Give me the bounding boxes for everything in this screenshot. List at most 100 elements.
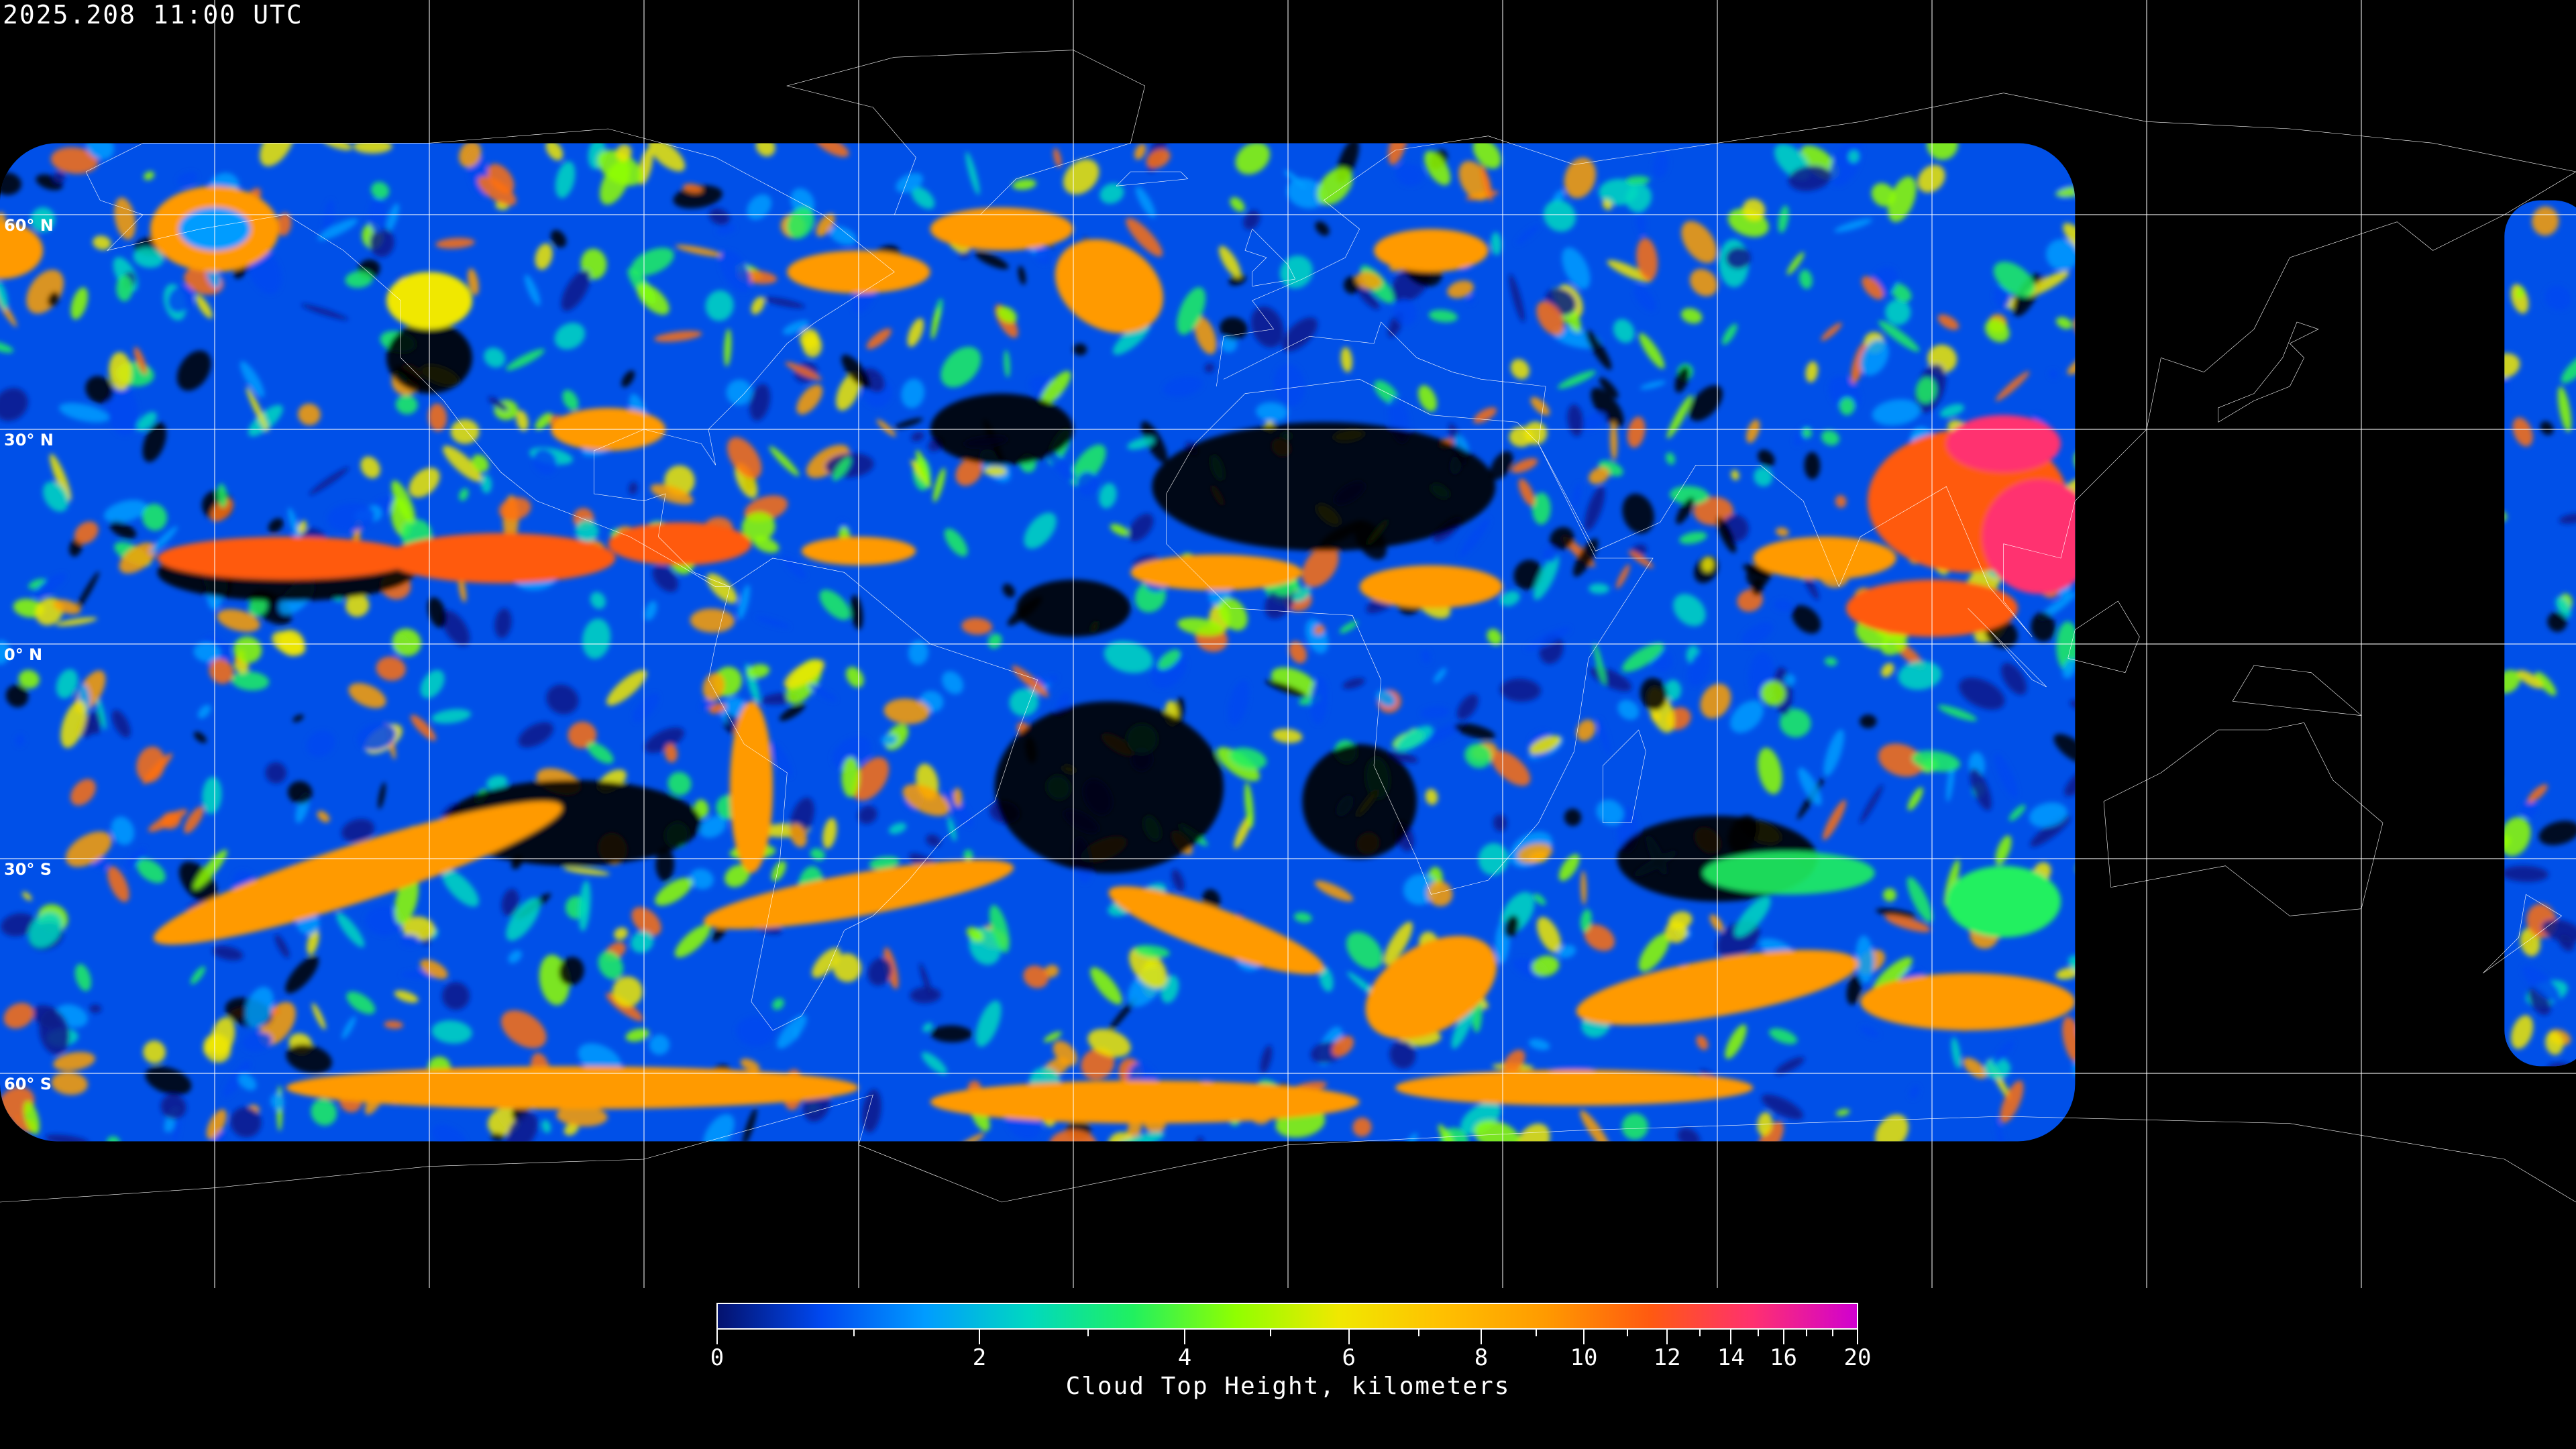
- cloud-patch: [2410, 628, 2443, 647]
- cloud-patch: [1875, 1114, 1909, 1142]
- cloud-patch: [2386, 1135, 2407, 1142]
- cloud-patch: [2512, 417, 2533, 447]
- cloud-patch: [15, 733, 25, 747]
- cloud-patch: [2292, 341, 2324, 364]
- cloud-patch: [142, 503, 168, 531]
- cloud-patch: [1593, 643, 1606, 686]
- cloud-patch: [1677, 1128, 1701, 1142]
- cloud-patch: [286, 1066, 859, 1110]
- cloud-patch: [402, 916, 435, 941]
- cloud-patch: [2409, 444, 2425, 460]
- cloud-patch: [829, 226, 857, 246]
- cloud-patch: [1108, 997, 1137, 1032]
- cloud-patch: [1937, 314, 1960, 330]
- cloud-patch: [1529, 735, 1561, 755]
- colorbar-tick-label: 2: [972, 1344, 987, 1371]
- cloud-patch: [327, 503, 375, 532]
- cloud-patch: [1909, 1085, 1920, 1099]
- cloud-patch: [0, 640, 11, 665]
- cloud-patch: [2445, 580, 2475, 612]
- cloud-patch: [1696, 1035, 1709, 1051]
- cloud-patch: [819, 590, 851, 621]
- cloud-patch: [852, 757, 890, 801]
- cloud-patch: [74, 521, 99, 544]
- cloud-patch: [1134, 144, 1146, 160]
- cloud-patch: [268, 518, 284, 533]
- cloud-patch: [1456, 694, 1479, 720]
- cloud-patch: [1134, 945, 1170, 958]
- coastline: [2068, 601, 2140, 673]
- cloud-patch: [1746, 419, 1760, 443]
- colorbar-minor-tick: [1087, 1330, 1089, 1336]
- cloud-patch: [2305, 340, 2332, 350]
- cloud-patch: [1509, 274, 1525, 323]
- cloud-patch: [1012, 665, 1049, 697]
- cloud-patch: [1504, 915, 1519, 938]
- cloud-patch: [1478, 843, 1509, 875]
- cloud-patch: [2157, 163, 2174, 177]
- cloud-patch: [810, 848, 825, 861]
- cloud-patch: [941, 346, 981, 388]
- cloud-patch: [233, 636, 262, 663]
- cloud-patch: [790, 823, 807, 848]
- cloud-patch: [376, 656, 406, 681]
- cloud-patch: [2415, 1077, 2429, 1095]
- cloud-patch: [747, 194, 771, 220]
- cloud-patch: [1530, 396, 1550, 416]
- cloud-patch: [1356, 286, 1380, 310]
- cloud-patch: [441, 869, 479, 907]
- cloud-patch: [654, 331, 702, 342]
- cloud-patch: [963, 849, 973, 861]
- cloud-patch: [1195, 1136, 1204, 1142]
- cloud-patch: [894, 418, 923, 429]
- cloud-patch: [664, 743, 678, 763]
- cloud-patch: [458, 576, 467, 602]
- cloud-patch: [2412, 675, 2447, 692]
- cloud-patch: [2327, 572, 2362, 602]
- timestamp-title: 2025.208 11:00 UTC: [3, 0, 303, 30]
- cloud-patch: [2129, 512, 2141, 525]
- cloud-patch: [400, 934, 420, 947]
- cloud-patch: [1177, 287, 1206, 335]
- cloud-patch: [1332, 1035, 1354, 1057]
- cloud-patch: [1872, 399, 1921, 426]
- cloud-patch: [1994, 1118, 2008, 1142]
- cloud-patch: [23, 1101, 40, 1135]
- cloud-patch: [2386, 451, 2416, 496]
- cloud-patch: [480, 474, 492, 494]
- cloud-patch: [608, 522, 751, 566]
- cloud-patch: [1625, 183, 1652, 212]
- cloud-patch: [930, 1080, 1360, 1124]
- cloud-patch: [1730, 700, 1764, 733]
- cloud-patch: [2547, 612, 2567, 632]
- cloud-patch: [2413, 822, 2434, 845]
- cloud-patch: [1018, 266, 1026, 285]
- cloud-patch: [1009, 688, 1039, 716]
- cloud-patch: [2131, 784, 2169, 804]
- cloud-patch: [1758, 449, 1775, 467]
- cloud-patch: [1754, 467, 1773, 487]
- cloud-patch: [1664, 680, 1682, 701]
- cloud-patch: [2168, 462, 2184, 490]
- cloud-patch: [1722, 323, 1737, 345]
- cloud-patch: [2106, 885, 2116, 907]
- cloud-patch: [1783, 674, 1796, 686]
- cloud-patch: [1490, 451, 1513, 480]
- cloud-patch: [1616, 564, 1630, 589]
- cloud-patch: [2025, 270, 2070, 297]
- cloud-patch: [1725, 247, 1751, 270]
- colorbar-gradient: [716, 1303, 1858, 1330]
- cloud-patch: [357, 722, 396, 751]
- cloud-patch: [1579, 412, 1607, 432]
- cloud-patch: [621, 370, 635, 388]
- cloud-patch: [1076, 471, 1099, 496]
- cloud-patch: [2088, 164, 2116, 207]
- cloud-patch: [2201, 321, 2236, 353]
- cloud-patch: [1420, 706, 1450, 719]
- cloud-patch: [1228, 680, 1250, 726]
- colorbar-label: Cloud Top Height, kilometers: [1065, 1373, 1511, 1400]
- cloud-patch: [1731, 470, 1739, 480]
- cloud-patch: [1112, 322, 1150, 355]
- cloud-patch: [1700, 684, 1731, 719]
- cloud-patch: [742, 1108, 757, 1142]
